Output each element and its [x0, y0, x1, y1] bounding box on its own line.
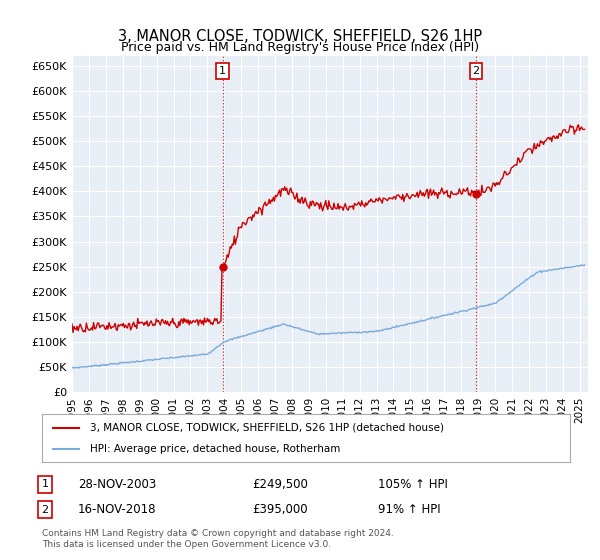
Text: 105% ↑ HPI: 105% ↑ HPI — [378, 478, 448, 491]
Text: 16-NOV-2018: 16-NOV-2018 — [78, 503, 157, 516]
Text: 1: 1 — [41, 479, 49, 489]
Text: £395,000: £395,000 — [252, 503, 308, 516]
Text: 3, MANOR CLOSE, TODWICK, SHEFFIELD, S26 1HP (detached house): 3, MANOR CLOSE, TODWICK, SHEFFIELD, S26 … — [89, 423, 443, 433]
Text: 2: 2 — [41, 505, 49, 515]
Text: This data is licensed under the Open Government Licence v3.0.: This data is licensed under the Open Gov… — [42, 540, 331, 549]
Text: 1: 1 — [219, 66, 226, 76]
Text: Price paid vs. HM Land Registry's House Price Index (HPI): Price paid vs. HM Land Registry's House … — [121, 41, 479, 54]
Text: £249,500: £249,500 — [252, 478, 308, 491]
Text: Contains HM Land Registry data © Crown copyright and database right 2024.: Contains HM Land Registry data © Crown c… — [42, 529, 394, 538]
Text: 2: 2 — [472, 66, 479, 76]
Text: 3, MANOR CLOSE, TODWICK, SHEFFIELD, S26 1HP: 3, MANOR CLOSE, TODWICK, SHEFFIELD, S26 … — [118, 29, 482, 44]
Text: HPI: Average price, detached house, Rotherham: HPI: Average price, detached house, Roth… — [89, 444, 340, 454]
Text: 91% ↑ HPI: 91% ↑ HPI — [378, 503, 440, 516]
Text: 28-NOV-2003: 28-NOV-2003 — [78, 478, 156, 491]
